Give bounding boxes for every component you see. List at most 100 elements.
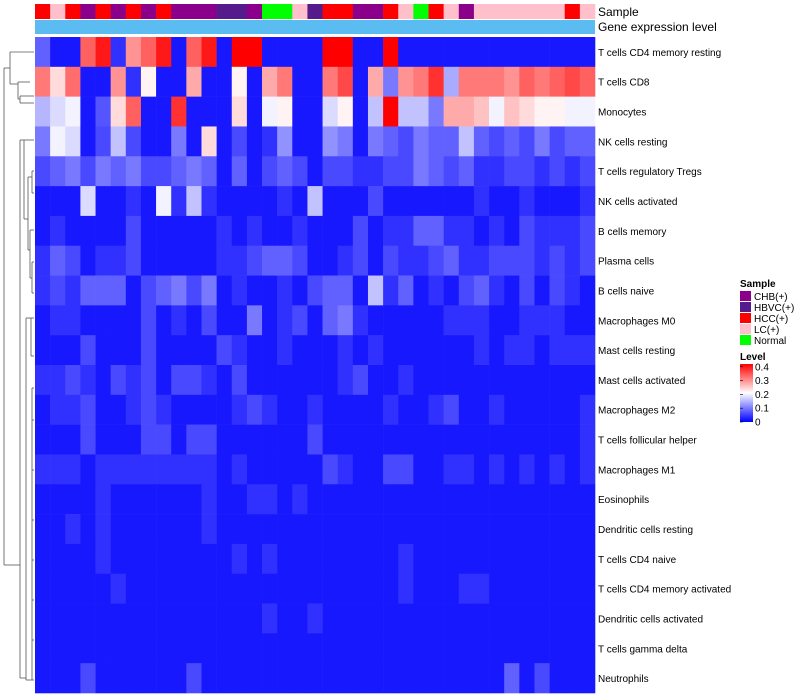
heatmap-cell [171, 543, 187, 575]
heatmap-cell [564, 663, 581, 694]
heatmap-cell [95, 514, 111, 545]
heatmap-cell [125, 603, 142, 634]
heatmap-cell [322, 215, 339, 247]
heatmap-cell [383, 573, 399, 604]
heatmap-cell [231, 603, 248, 634]
heatmap-cell [413, 126, 429, 157]
heatmap-cell [95, 96, 111, 127]
heatmap-cell [322, 186, 339, 217]
heatmap-cell [156, 663, 172, 694]
heatmap-cell [443, 96, 460, 127]
heatmap-cell [186, 633, 202, 664]
heatmap-cell [504, 37, 520, 68]
heatmap-cell [534, 663, 550, 694]
heatmap-cell [110, 126, 127, 157]
heatmap-cell [352, 335, 369, 366]
heatmap-cell [186, 186, 202, 217]
heatmap-cell [65, 96, 81, 127]
heatmap-cell [504, 573, 520, 604]
heatmap-cell [322, 305, 339, 336]
heatmap-cell [428, 335, 444, 366]
heatmap-cell [489, 215, 505, 247]
sample-annotation-cell [110, 4, 127, 19]
heatmap-cell [473, 305, 490, 336]
heatmap-cell [428, 484, 444, 515]
heatmap-cell [519, 394, 535, 425]
heatmap-cell [398, 365, 414, 396]
heatmap-cell [549, 186, 566, 217]
heatmap-cell [413, 215, 429, 247]
heatmap-cell [443, 454, 460, 485]
heatmap-cell [398, 126, 414, 157]
heatmap-cell [171, 573, 187, 604]
heatmap-cell [50, 454, 66, 485]
heatmap-cell [473, 96, 490, 127]
heatmap-cell [140, 365, 157, 396]
heatmap-cell [549, 484, 566, 515]
heatmap-cell [171, 275, 187, 306]
heatmap-cell [80, 215, 96, 247]
heatmap-cell [367, 245, 384, 276]
heatmap-cell [458, 305, 475, 336]
heatmap-cell [549, 365, 566, 396]
heatmap-cell [534, 305, 550, 336]
heatmap-cell [534, 96, 550, 127]
heatmap-cell [95, 633, 111, 664]
heatmap-cell [292, 543, 308, 575]
sample-legend-swatch [740, 313, 751, 323]
heatmap-cell [398, 186, 414, 217]
heatmap-cell [65, 126, 81, 157]
sample-legend-label: LC(+) [754, 325, 779, 336]
sample-annotation-cell [352, 4, 369, 19]
heatmap-cell [367, 394, 384, 425]
heatmap-cell [216, 335, 233, 366]
heatmap-cell [171, 37, 187, 68]
heatmap-cell [352, 663, 369, 694]
heatmap-cell [201, 335, 217, 366]
heatmap-cell [443, 514, 460, 545]
heatmap-cell [110, 633, 127, 664]
heatmap-cell [367, 543, 384, 575]
heatmap-cell [519, 454, 535, 485]
heatmap-cell [489, 573, 505, 604]
heatmap-cell [110, 305, 127, 336]
heatmap-cell [383, 126, 399, 157]
heatmap-cell [292, 573, 308, 604]
heatmap-cell [292, 454, 308, 485]
expression-annotation-bar [35, 20, 595, 34]
sample-annotation-cell [216, 4, 233, 19]
heatmap-cell [50, 335, 66, 366]
heatmap-cell [156, 37, 172, 68]
sample-annotation-cell [65, 4, 81, 19]
heatmap-cell [246, 633, 263, 664]
heatmap-cell [564, 454, 581, 485]
heatmap-cell [125, 573, 142, 604]
heatmap-cell [292, 126, 308, 157]
heatmap-cell [110, 454, 127, 485]
heatmap-cell [579, 215, 596, 247]
heatmap-cell [413, 424, 429, 455]
heatmap-cell [171, 394, 187, 425]
heatmap-cell [125, 394, 142, 425]
heatmap-cell [65, 186, 81, 217]
heatmap-cell [231, 633, 248, 664]
heatmap-cell [35, 156, 51, 187]
heatmap-cell [337, 126, 354, 157]
heatmap-cell [337, 215, 354, 247]
heatmap-cell [246, 394, 263, 425]
heatmap-cell [246, 484, 263, 515]
heatmap-cell [383, 245, 399, 276]
heatmap-cell [413, 275, 429, 306]
heatmap-cell [110, 156, 127, 187]
heatmap-cell [35, 275, 51, 306]
heatmap-cell [549, 66, 566, 97]
heatmap-cell [186, 514, 202, 545]
heatmap-cell [80, 96, 96, 127]
heatmap-cell [307, 394, 323, 425]
heatmap-cell [216, 275, 233, 306]
heatmap-cell [549, 126, 566, 157]
sample-annotation-cell [579, 4, 596, 19]
heatmap-cell [171, 335, 187, 366]
heatmap-cell [579, 275, 596, 306]
heatmap-cell [80, 514, 96, 545]
